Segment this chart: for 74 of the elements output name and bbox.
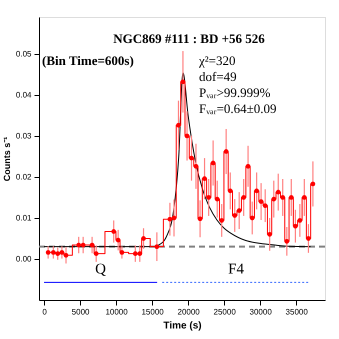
point (90, 242, 94, 248)
point (189, 156, 194, 160)
point (232, 213, 238, 218)
point (228, 188, 233, 194)
point (214, 196, 220, 202)
point (64, 252, 68, 258)
point (194, 164, 198, 169)
x-tick-label: 15000 (141, 308, 164, 316)
point (176, 122, 181, 128)
annotation: Fᵥₐᵣ=0.64±0.09 (199, 101, 277, 116)
point (250, 216, 255, 220)
point (141, 236, 146, 241)
annotation: (Bin Time=600s) (42, 53, 134, 68)
point (267, 232, 272, 237)
annotation: Pᵥₐᵣ>99.999% (199, 85, 271, 100)
y-tick-label: 0.04 (16, 90, 32, 100)
point (310, 182, 316, 186)
x-tick-label: 20000 (178, 308, 200, 316)
annotation: dof=49 (199, 69, 237, 84)
point (288, 195, 294, 200)
point (262, 203, 268, 208)
point (46, 250, 50, 255)
point (219, 218, 224, 223)
x-tick-label: 0 (42, 308, 48, 316)
x-tick-label: 30000 (250, 308, 272, 316)
point (60, 250, 64, 255)
series-label: Q (95, 261, 106, 278)
point (111, 229, 116, 234)
point (76, 242, 82, 248)
point (172, 216, 176, 220)
y-axis-title: Counts s⁻¹ (2, 136, 12, 182)
x-tick-label: 35000 (286, 308, 308, 316)
x-tick-label: 5000 (72, 308, 90, 316)
point (184, 134, 190, 138)
point (276, 190, 281, 194)
point (280, 195, 286, 200)
point (206, 195, 211, 200)
point (80, 242, 86, 248)
point (254, 188, 259, 194)
point (154, 244, 160, 250)
point (132, 251, 138, 256)
point (55, 251, 60, 256)
x-tick-label: 10000 (105, 308, 128, 316)
point (258, 199, 264, 204)
y-tick-label: 0.02 (16, 172, 32, 182)
point (180, 79, 186, 84)
point (271, 196, 276, 202)
point (202, 176, 207, 181)
y-tick-label: 0.01 (16, 213, 32, 222)
text: NGC869 #111 : BD +56 526 (113, 31, 266, 46)
point (302, 195, 307, 200)
series-label: F4 (228, 261, 244, 278)
point (284, 239, 290, 244)
point (241, 195, 246, 200)
point (168, 216, 172, 222)
y-tick-label: 0.05 (16, 49, 32, 58)
point (306, 236, 311, 241)
x-tick-label: 25000 (214, 308, 236, 316)
point (210, 160, 216, 166)
y-tick-label: 0.00 (16, 254, 32, 264)
point (94, 251, 99, 256)
point (116, 238, 121, 242)
annotation: χ²=320 (198, 53, 236, 68)
y-tick-label: 0.03 (16, 131, 32, 140)
point (236, 208, 242, 213)
point (293, 224, 298, 229)
point (198, 216, 202, 222)
point (120, 250, 124, 255)
point (224, 149, 229, 154)
x-axis-title: Time (s) (163, 320, 202, 332)
point (137, 251, 142, 256)
point (50, 250, 56, 255)
point (246, 164, 250, 169)
point (298, 218, 302, 223)
